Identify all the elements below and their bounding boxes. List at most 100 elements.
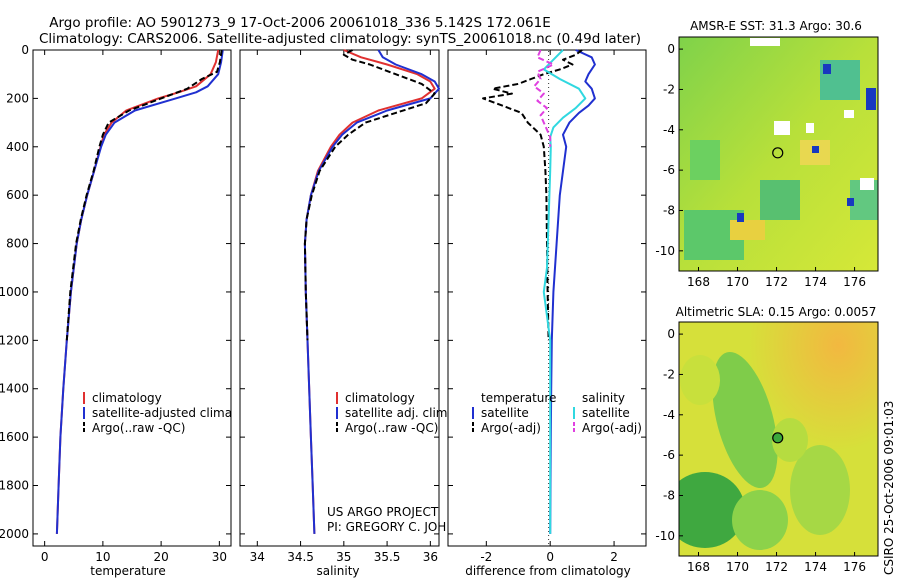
sst-missing-patch [806,123,814,133]
series-line-argo-raw-qc [65,49,223,341]
x-tick-label: 0 [546,550,554,564]
y-tick-label: 1000 [0,285,29,299]
sst-deep-patch [823,64,831,74]
salinity-panel: salinity 34 34.5 35 35.5 36 climatology sate… [239,49,481,578]
series-line-salinity-argo-adj [533,49,555,147]
figure-title-line2: Climatology: CARS2006. Satellite-adjuste… [39,31,641,47]
y-tick-label: 800 [6,237,29,251]
sst-map-panel: AMSR-E SST: 31.3 Argo: 30.6 [655,19,879,289]
x-tick-label: 168 [687,560,710,574]
sst-cool-patch [760,180,800,220]
x-tick-label: -2 [480,550,492,564]
temperature-legend: climatology satellite-adjusted climatolo… [83,391,270,435]
y-tick-label: 1600 [0,430,29,444]
sla-low-anomaly [732,490,788,550]
y-tick-label: 1800 [0,479,29,493]
y-tick-label: 0 [667,42,675,56]
y-tick-label: 1200 [0,333,29,347]
sst-map-title: AMSR-E SST: 31.3 Argo: 30.6 [690,19,862,33]
legend-label-argo: Argo(..raw -QC) [345,421,438,435]
sla-field [679,322,878,556]
y-tick-label: 2000 [0,527,29,541]
sla-low-anomaly [772,418,808,462]
sst-missing-patch [750,38,780,46]
difference-panel: difference from climatology -2 0 2 tempera… [447,49,647,578]
y-tick-label: 400 [6,140,29,154]
y-tick-label: -8 [663,203,675,217]
series-line-satellite-adjusted-climatology [55,49,224,534]
x-tick-label: 35 [336,550,351,564]
y-tick-label: 1400 [0,382,29,396]
sst-missing-patch [844,110,854,118]
sst-cool-patch [690,140,720,180]
salinity-xlabel: salinity [316,564,359,578]
x-tick-label: 176 [843,275,866,289]
x-tick-label: 10 [95,550,110,564]
argo-float-position-marker [772,147,784,159]
salinity-legend: climatology satellite adj. clim. Argo(..… [336,391,451,435]
legend-label-sal-satellite: satellite [582,406,630,420]
legend-heading-temperature: temperature [481,391,556,405]
sst-deep-patch [847,198,854,206]
y-tick-label: -6 [663,448,675,462]
sla-low-anomaly [712,351,778,489]
sst-field [679,37,878,271]
y-tick-label: 200 [6,91,29,105]
y-tick-label: 0 [667,327,675,341]
sst-warm-patch [730,220,765,240]
argo-float-position-marker [772,432,784,444]
sla-low-anomaly [790,445,850,535]
legend-label-satellite-adjusted: satellite-adjusted climatology [92,406,270,420]
x-tick-label: 168 [687,275,710,289]
difference-xlabel: difference from climatology [465,564,631,578]
legend-overflow-mask [232,388,240,438]
sla-map-panel: Altimetric SLA: 0.15 Argo: 0.0057 168 170… [655,305,879,574]
y-tick-label: 0 [21,43,29,57]
legend-label-climatology: climatology [92,391,162,405]
series-line-satellite-adj-clim [303,49,440,534]
series-line-temperature-argo-adj [482,49,583,341]
x-tick-label: 2 [610,550,618,564]
x-tick-label: 0 [41,550,49,564]
x-tick-label: 20 [153,550,168,564]
legend-label-temp-satellite: satellite [481,406,529,420]
y-tick-label: -8 [663,488,675,502]
salinity-axes-box [239,49,440,547]
x-tick-label: 170 [726,275,749,289]
y-tick-label: 600 [6,188,29,202]
sst-missing-patch [860,178,874,190]
y-tick-label: -6 [663,163,675,177]
legend-heading-salinity: salinity [582,391,625,405]
sla-low-anomaly [680,355,720,405]
legend-label-climatology: climatology [345,391,415,405]
x-tick-label: 36 [423,550,438,564]
sst-deep-patch [866,88,876,110]
x-tick-label: 174 [804,560,827,574]
y-tick-label: -2 [663,82,675,96]
x-tick-label: 30 [212,550,227,564]
y-tick-label: -4 [663,123,675,137]
y-tick-label: -2 [663,367,675,381]
sst-deep-patch [812,146,819,153]
x-tick-label: 174 [804,275,827,289]
sst-deep-patch [737,213,744,222]
legend-label-argo: Argo(..raw -QC) [92,421,185,435]
credit-text: CSIRO 25-Oct-2006 09:01:03 [882,401,896,575]
y-tick-label: -10 [655,244,675,258]
y-tick-label: -10 [655,529,675,543]
sla-map-title: Altimetric SLA: 0.15 Argo: 0.0057 [676,305,877,319]
sst-missing-patch [774,121,790,135]
legend-label-sal-argo: Argo(-adj) [582,421,642,435]
temperature-panel: temperature 0 10 20 30 0 200 400 600 800 1000 1200… [0,43,270,578]
series-line-argo-raw-qc [303,49,436,341]
sst-map-frame [678,36,879,272]
sla-map-frame [678,321,879,557]
x-tick-label: 34 [250,550,265,564]
sla-low-anomaly [679,472,745,548]
series-line-temperature-satellite [549,49,596,534]
x-tick-label: 172 [765,275,788,289]
x-tick-label: 170 [726,560,749,574]
figure-title-line1: Argo profile: AO 5901273_9 17-Oct-2006 2… [49,15,551,31]
